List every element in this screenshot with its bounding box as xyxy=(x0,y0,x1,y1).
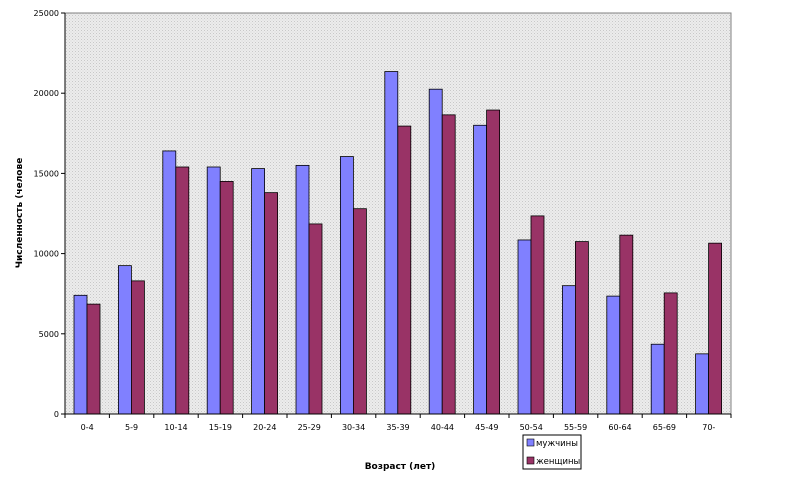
bar-men-70- xyxy=(695,353,709,415)
y-tick-label: 0 xyxy=(54,410,59,419)
x-tick-label: 25-29 xyxy=(298,423,321,432)
x-tick-label: 55-59 xyxy=(564,423,587,432)
bar-women-40-44 xyxy=(441,114,456,415)
bar-women-50-54 xyxy=(530,215,545,415)
bar-women-45-49 xyxy=(486,109,501,415)
bar-women-20-24 xyxy=(264,192,279,415)
bar-women-30-34 xyxy=(352,208,367,415)
bar-men-40-44 xyxy=(428,88,443,415)
x-tick-label: 50-54 xyxy=(520,423,543,432)
bar-men-0-4 xyxy=(73,294,88,415)
x-tick-label: 40-44 xyxy=(431,423,454,432)
x-ticks-group: 0-4 5-9 10-14 15-19 20-24 25-29 30-34 35-39 40-4… xyxy=(64,414,732,432)
x-tick-label: 20-24 xyxy=(253,423,276,432)
bar-men-15-19 xyxy=(206,166,221,415)
bar-men-60-64 xyxy=(606,295,621,415)
legend-swatch-men xyxy=(526,438,535,447)
y-axis-title: Численность (челове xyxy=(15,158,25,269)
bar-men-50-54 xyxy=(517,239,532,415)
bar-women-70- xyxy=(708,242,722,415)
x-tick-label: 10-14 xyxy=(164,423,187,432)
bar-men-5-9 xyxy=(118,265,132,415)
bar-women-15-19 xyxy=(219,181,234,415)
bar-men-20-24 xyxy=(251,168,266,415)
bar-women-10-14 xyxy=(175,166,190,415)
y-tick-label: 25000 xyxy=(34,9,59,18)
x-tick-label: 35-39 xyxy=(386,423,409,432)
bar-women-25-29 xyxy=(308,223,323,415)
y-tick-label: 20000 xyxy=(34,89,59,98)
y-ticks-group: 0 5000 10000 15000 20000 25000 xyxy=(34,9,65,419)
x-tick-label: 15-19 xyxy=(209,423,232,432)
y-tick-label: 15000 xyxy=(34,169,59,178)
y-tick-label: 5000 xyxy=(39,330,59,339)
x-tick-label: 70- xyxy=(702,423,715,432)
bar-women-60-64 xyxy=(619,234,634,415)
bar-men-25-29 xyxy=(295,164,310,415)
x-tick-label: 45-49 xyxy=(475,423,498,432)
bar-women-0-4 xyxy=(86,303,101,415)
x-tick-label: 60-64 xyxy=(608,423,631,432)
bar-men-35-39 xyxy=(384,71,399,415)
bar-men-10-14 xyxy=(162,150,177,415)
bar-women-5-9 xyxy=(130,280,145,415)
legend-label-women: женщины xyxy=(536,457,580,467)
legend-swatch-women xyxy=(526,456,535,465)
bar-men-45-49 xyxy=(473,124,488,415)
legend-label-men: мужчины xyxy=(536,439,578,449)
bar-men-55-59 xyxy=(562,285,576,415)
legend: мужчины женщины xyxy=(522,434,582,470)
x-tick-label: 65-69 xyxy=(653,423,676,432)
bar-women-55-59 xyxy=(575,241,589,415)
bar-women-35-39 xyxy=(397,125,412,415)
y-tick-label: 10000 xyxy=(34,250,59,259)
bar-men-30-34 xyxy=(339,156,354,415)
x-tick-label: 5-9 xyxy=(125,423,138,432)
x-tick-label: 30-34 xyxy=(342,423,365,432)
bar-men-65-69 xyxy=(650,343,665,415)
bars-group xyxy=(73,71,722,415)
bar-women-65-69 xyxy=(663,292,678,415)
x-axis-title: Возраст (лет) xyxy=(365,462,436,472)
x-tick-label: 0-4 xyxy=(81,423,94,432)
